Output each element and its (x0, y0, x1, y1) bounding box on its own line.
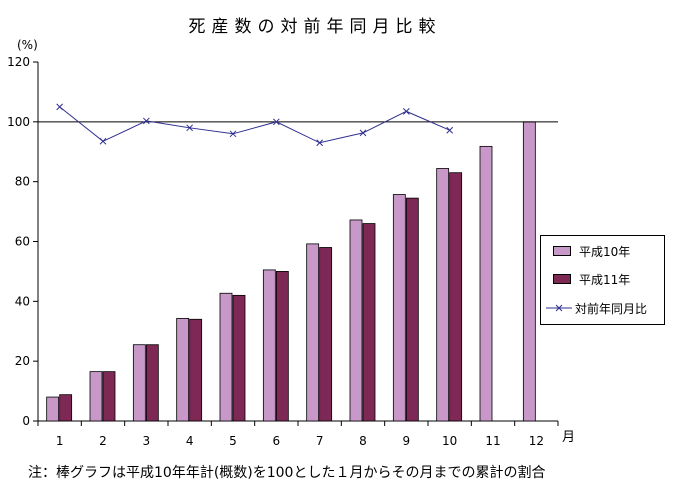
chart-title: 死産数の対前年同月比較 (188, 17, 442, 37)
legend-swatch-series-2 (553, 274, 571, 284)
ratio-point-month-5 (229, 130, 237, 138)
bar-series-1-month-7 (306, 243, 320, 422)
bar-series-2-month-7 (319, 247, 333, 422)
ratio-line (59, 106, 450, 144)
bar-series-1-month-2 (89, 371, 103, 422)
legend-line-marker-icon (546, 304, 572, 312)
legend-item-series-2: 平成11年 (541, 269, 630, 289)
legend: 平成10年 平成11年 対前年同月比 (540, 235, 665, 325)
legend-label-series-1: 平成10年 (579, 244, 631, 259)
bar-series-1-month-6 (262, 269, 276, 422)
ratio-point-month-9 (402, 108, 410, 115)
bar-series-2-month-6 (275, 271, 289, 422)
legend-item-ratio-line: 対前年同月比 (541, 298, 647, 318)
bar-series-2-month-3 (145, 344, 159, 422)
ratio-point-month-1 (56, 103, 64, 111)
bar-series-1-month-8 (349, 219, 363, 422)
ratio-point-month-4 (186, 124, 194, 132)
x-tick-label: 6 (273, 434, 281, 448)
x-tick-label: 12 (529, 434, 544, 448)
x-tick-label: 4 (186, 434, 194, 448)
bar-series-1-month-4 (176, 317, 190, 422)
bar-series-2-month-10 (449, 172, 463, 422)
bar-series-1-month-5 (219, 292, 233, 422)
x-tick-label: 1 (56, 434, 64, 448)
bar-series-2-month-1 (59, 394, 73, 422)
x-tick-label: 11 (485, 434, 500, 448)
x-tick-label: 5 (229, 434, 237, 448)
bar-series-1-month-1 (46, 396, 60, 422)
y-tick-label: 40 (15, 294, 30, 308)
bar-series-1-month-3 (132, 344, 146, 422)
y-tick-label: 20 (15, 354, 30, 368)
y-tick-label: 100 (7, 115, 30, 129)
ratio-point-month-10 (446, 126, 454, 134)
bar-series-2-month-5 (232, 294, 246, 422)
bar-series-2-month-4 (189, 318, 203, 422)
x-tick-label: 8 (359, 434, 367, 448)
ratio-point-month-3 (142, 117, 150, 125)
x-tick-label: 10 (442, 434, 457, 448)
y-tick-label: 80 (15, 175, 30, 189)
legend-swatch-series-1 (553, 246, 571, 256)
legend-label-ratio-line: 対前年同月比 (575, 301, 648, 316)
x-tick-label: 2 (99, 434, 107, 448)
bar-series-1-month-10 (436, 168, 450, 422)
y-tick-label: 120 (7, 55, 30, 69)
legend-item-series-1: 平成10年 (541, 241, 630, 261)
ratio-point-month-8 (359, 129, 367, 137)
bar-series-2-month-9 (405, 197, 419, 422)
legend-label-series-2: 平成11年 (579, 272, 631, 287)
ratio-point-month-2 (99, 137, 107, 145)
bar-series-1-month-9 (392, 194, 406, 422)
bar-series-2-month-8 (362, 223, 376, 422)
x-tick-label: 7 (316, 434, 324, 448)
x-tick-label: 3 (143, 434, 151, 448)
x-tick-label: 9 (403, 434, 411, 448)
bar-series-1-month-11 (479, 145, 493, 422)
ratio-point-month-6 (272, 118, 280, 126)
y-axis-unit-label: (%) (17, 38, 38, 52)
ratio-point-month-7 (316, 139, 324, 147)
x-axis-label: 月 (562, 430, 575, 445)
chart-footnote: 注：棒グラフは平成10年年計(概数)を100とした１月からその月までの累計の割合 (28, 465, 546, 481)
y-tick-label: 0 (22, 414, 30, 428)
bar-series-2-month-2 (102, 371, 116, 422)
bar-series-1-month-12 (522, 121, 536, 422)
y-tick-label: 60 (15, 235, 30, 249)
